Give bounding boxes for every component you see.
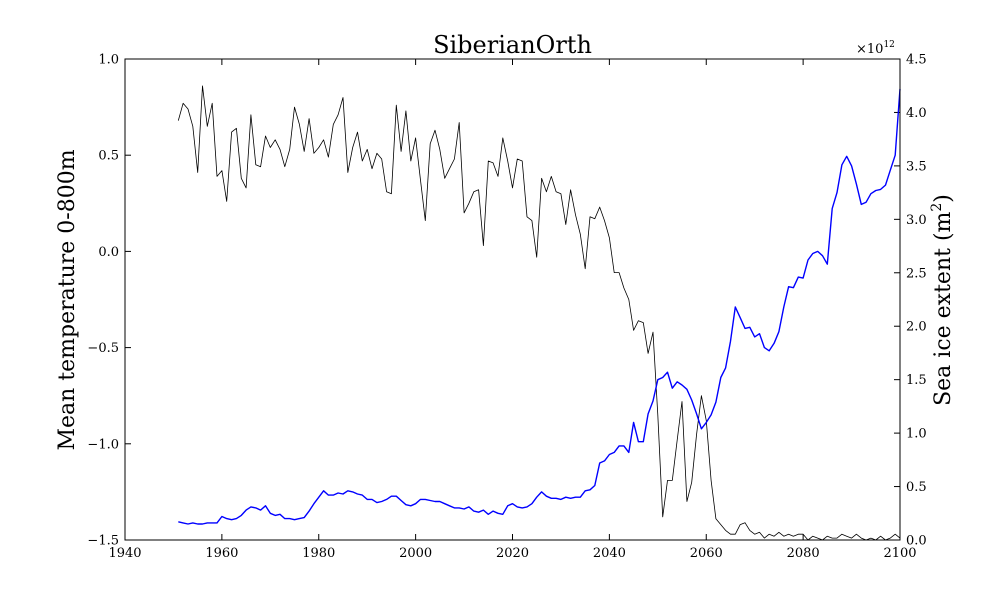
y2-tick-label: 3.0 [906,213,927,228]
y2-axis-title-main: Sea ice extent (m [931,211,956,405]
y2-tick-label: 0.0 [906,534,927,549]
x-tick-label: 1960 [205,546,238,561]
x-tick-label: 1980 [302,546,335,561]
series-layer [177,85,901,541]
y-tick-label: 0.5 [98,149,119,164]
sea-ice-extent-line [178,88,901,525]
y2-tick-label: 4.5 [906,53,927,68]
y2-axis-title-sup: 2 [929,203,945,212]
y2-tick-label: 1.0 [906,427,927,442]
y-axis-title: Mean temperature 0-800m [55,149,80,450]
tick-layer: 1940 1960 1980 2000 2020 2040 2060 2080 2100 1.0 0… [87,53,926,562]
x-tick-label: 1940 [108,546,141,561]
y2-offset-base: ×10 [856,42,883,57]
y2-offset-label: ×1012 [856,40,895,57]
x-tick-label: 2080 [787,546,820,561]
x-tick-label: 2000 [399,546,432,561]
y2-tick-label: 1.5 [906,373,927,388]
y2-axis-title-close: ) [931,194,956,203]
x-tick-label: 2020 [496,546,529,561]
y2-tick-label: 4.0 [906,106,927,121]
chart-title: SiberianOrth [433,31,592,59]
x-tick-label: 2040 [593,546,626,561]
y2-tick-label: 0.5 [906,480,927,495]
y2-offset-exponent: 12 [883,40,894,50]
y-tick-label: 0.0 [98,245,119,260]
y2-axis-title: Sea ice extent (m2) [929,194,956,406]
x-tick-label: 2100 [883,546,916,561]
y2-tick-label: 2.0 [906,320,927,335]
y-tick-label: −1.5 [87,534,119,549]
plot-frame [124,58,901,541]
y-tick-label: −1.0 [87,437,119,452]
y-tick-label: −0.5 [87,341,119,356]
mean-temperature-line [177,85,901,541]
y2-tick-label: 3.5 [906,159,927,174]
y2-tick-label: 2.5 [906,266,927,281]
x-tick-label: 2060 [690,546,723,561]
y-tick-label: 1.0 [98,53,119,68]
